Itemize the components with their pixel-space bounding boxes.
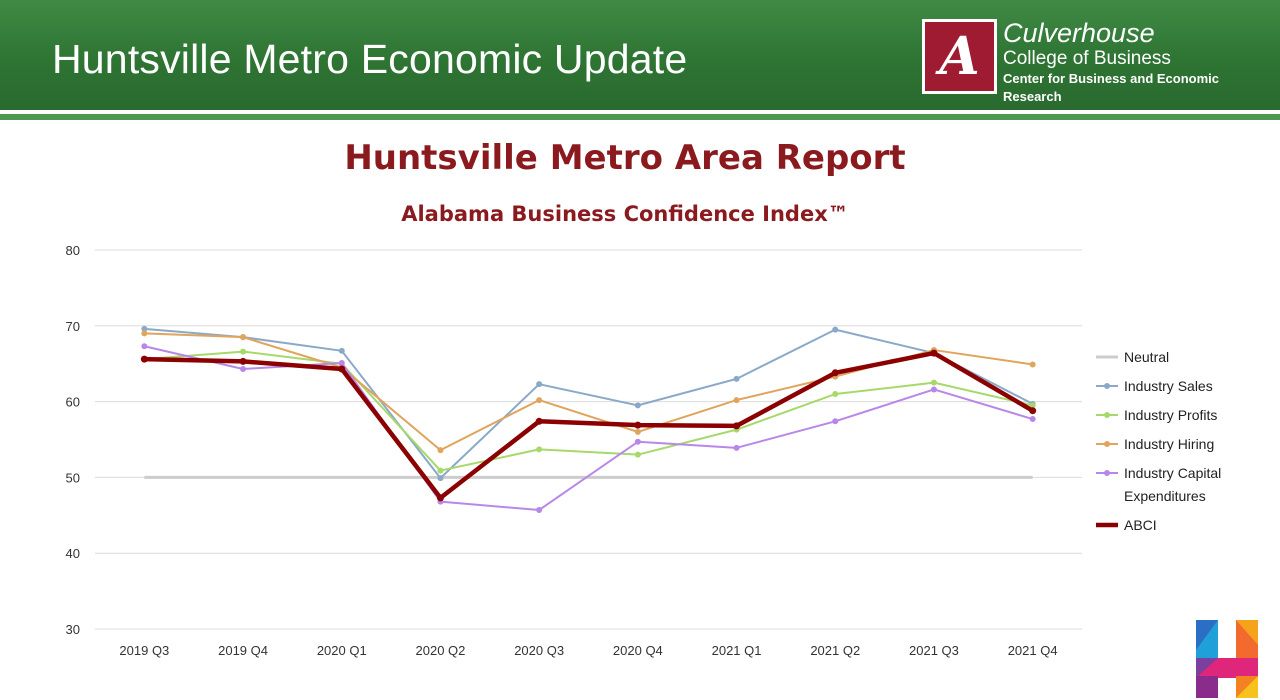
x-tick-label: 2021 Q3: [909, 643, 959, 658]
data-point-abci: [535, 417, 543, 425]
x-tick-label: 2020 Q3: [514, 643, 564, 658]
x-tick-label: 2021 Q2: [810, 643, 860, 658]
data-point-industry-capital-expenditures: [1029, 416, 1036, 423]
x-tick-label: 2020 Q2: [416, 643, 466, 658]
legend-marker-industry-capital-expenditures: [1104, 470, 1110, 476]
x-tick-label: 2021 Q1: [712, 643, 762, 658]
data-point-industry-sales: [832, 326, 839, 333]
y-tick-label: 40: [66, 546, 80, 561]
series-line-industry-hiring: [144, 332, 1033, 452]
data-point-industry-capital-expenditures: [930, 386, 937, 393]
data-point-industry-hiring: [437, 447, 444, 454]
data-point-industry-capital-expenditures: [536, 506, 543, 513]
page-title: Huntsville Metro Economic Update: [52, 36, 688, 82]
data-point-industry-capital-expenditures: [240, 366, 247, 373]
data-point-industry-hiring: [634, 428, 641, 435]
data-point-industry-sales: [338, 347, 345, 354]
data-point-industry-profits: [536, 446, 543, 453]
data-point-industry-profits: [634, 451, 641, 458]
culverhouse-logo-text: Culverhouse College of Business Center f…: [1003, 18, 1280, 106]
data-point-industry-profits: [832, 391, 839, 398]
legend-label-abci: ABCI: [1124, 517, 1157, 533]
legend-label-industry-sales: Industry Sales: [1124, 378, 1213, 394]
data-point-industry-hiring: [733, 397, 740, 404]
data-point-industry-sales: [634, 402, 641, 409]
legend-label-neutral: Neutral: [1124, 349, 1169, 365]
data-point-industry-sales: [141, 325, 148, 332]
data-point-industry-sales: [536, 381, 543, 388]
logo-letter: A: [925, 22, 994, 91]
legend-label-industry-capital-expenditures: Expenditures: [1124, 488, 1206, 504]
legend-label-industry-profits: Industry Profits: [1124, 407, 1217, 423]
data-point-abci: [930, 349, 938, 357]
data-point-industry-profits: [437, 467, 444, 474]
data-point-industry-profits: [240, 348, 247, 355]
data-point-abci: [634, 421, 642, 429]
x-tick-label: 2020 Q4: [613, 643, 663, 658]
data-point-industry-hiring: [536, 397, 543, 404]
chart-subtitle: Alabama Business Confidence Index™: [401, 202, 849, 226]
h-brand-icon: [1196, 620, 1258, 698]
data-point-industry-sales: [733, 375, 740, 382]
logo-line-2: College of Business: [1003, 48, 1171, 69]
data-point-abci: [140, 355, 148, 363]
data-point-industry-capital-expenditures: [832, 418, 839, 425]
y-tick-label: 30: [66, 622, 80, 637]
culverhouse-logo-mark: A: [922, 19, 997, 94]
data-point-abci: [733, 422, 741, 430]
data-point-industry-hiring: [1029, 361, 1036, 368]
series-line-industry-sales: [144, 327, 1034, 480]
data-point-industry-hiring: [240, 334, 247, 341]
data-point-industry-hiring: [141, 330, 148, 337]
x-tick-label: 2019 Q3: [119, 643, 169, 658]
legend-marker-industry-profits: [1104, 412, 1110, 418]
header-banner: Huntsville Metro Economic Update A Culve…: [0, 0, 1280, 110]
logo-line-3: Center for Business and Economic Researc…: [1003, 71, 1219, 104]
data-point-abci: [239, 357, 247, 365]
series-line-abci: [144, 350, 1034, 501]
data-point-industry-capital-expenditures: [338, 359, 345, 366]
legend-label-industry-hiring: Industry Hiring: [1124, 436, 1214, 452]
data-point-industry-capital-expenditures: [141, 343, 148, 350]
data-point-industry-sales: [437, 475, 444, 482]
data-point-industry-profits: [1029, 402, 1036, 409]
data-point-abci: [1029, 407, 1037, 415]
data-point-abci: [338, 365, 346, 373]
x-tick-label: 2019 Q4: [218, 643, 268, 658]
y-tick-label: 70: [66, 319, 80, 334]
chart-title: Huntsville Metro Area Report: [344, 138, 906, 178]
series-line-industry-capital-expenditures: [144, 345, 1033, 511]
data-point-industry-profits: [930, 379, 937, 386]
legend-marker-industry-sales: [1104, 383, 1110, 389]
legend-label-industry-capital-expenditures: Industry Capital: [1124, 465, 1221, 481]
header-divider-green: [0, 114, 1280, 120]
data-point-industry-capital-expenditures: [733, 444, 740, 451]
data-point-abci: [436, 494, 444, 502]
y-tick-label: 60: [66, 395, 80, 410]
x-tick-label: 2021 Q4: [1008, 643, 1058, 658]
y-tick-label: 80: [66, 243, 80, 258]
legend-marker-industry-hiring: [1104, 441, 1110, 447]
data-point-abci: [831, 369, 839, 377]
y-tick-label: 50: [66, 470, 80, 485]
data-point-industry-capital-expenditures: [634, 438, 641, 445]
logo-line-1: Culverhouse: [1003, 18, 1155, 48]
header-divider-white: [0, 110, 1280, 114]
series-line-industry-profits: [144, 350, 1033, 472]
x-tick-label: 2020 Q1: [317, 643, 367, 658]
